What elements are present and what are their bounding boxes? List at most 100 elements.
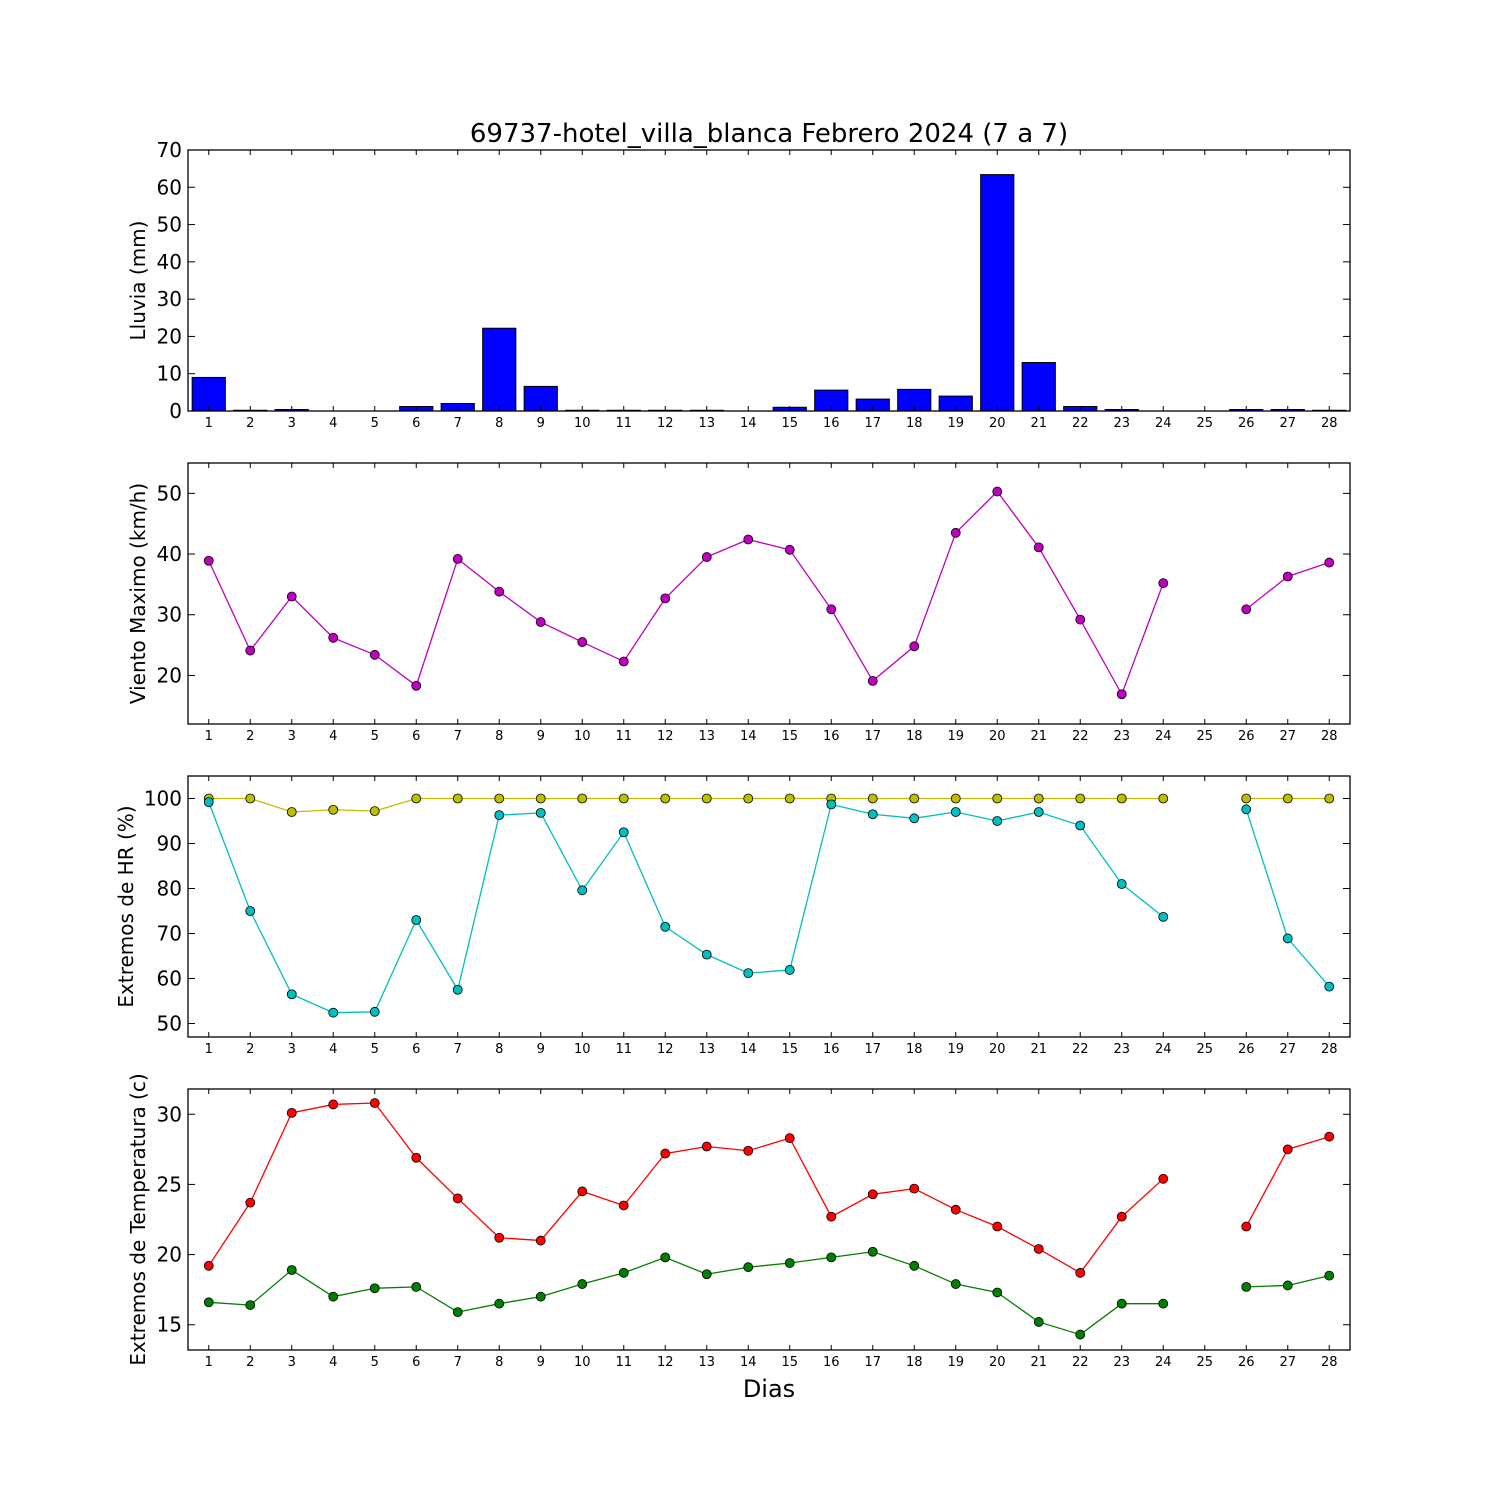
point-s1-day-20 — [992, 1221, 1003, 1232]
point-s1-day-6 — [411, 793, 422, 804]
xtick-label: 16 — [823, 1042, 840, 1057]
point-s1-day-2 — [245, 1197, 256, 1208]
y-axis-label: Lluvia (mm) — [126, 221, 150, 341]
point-s2-day-24 — [1158, 1298, 1169, 1309]
point-s1-day-8 — [494, 586, 505, 597]
ytick-label: 0 — [169, 399, 182, 423]
xtick-label: 5 — [371, 1042, 379, 1057]
point-s1-day-3 — [286, 807, 297, 817]
xtick-label: 12 — [657, 1355, 674, 1370]
point-s1-day-21 — [1033, 1244, 1044, 1254]
point-s2-day-12 — [660, 1252, 671, 1263]
xtick-label: 27 — [1279, 1042, 1296, 1057]
xtick-label: 19 — [947, 1355, 964, 1370]
point-s1-day-9 — [535, 1235, 546, 1246]
xtick-label: 19 — [947, 416, 964, 431]
point-s1-day-12 — [660, 1148, 671, 1159]
point-s2-day-28 — [1324, 1270, 1335, 1281]
point-s1-day-21 — [1033, 542, 1044, 553]
ytick-label: 50 — [157, 1012, 182, 1036]
ytick-label: 30 — [157, 1102, 182, 1126]
point-s1-day-18 — [909, 641, 920, 652]
xtick-label: 14 — [740, 1355, 757, 1370]
point-s2-day-10 — [577, 885, 588, 896]
ytick-label: 80 — [157, 877, 182, 901]
point-s2-day-28 — [1324, 981, 1335, 992]
figure-title: 69737-hotel_villa_blanca Febrero 2024 (7… — [470, 119, 1068, 149]
xtick-label: 12 — [657, 416, 674, 431]
xtick-label: 11 — [615, 1042, 632, 1057]
point-s2-day-10 — [577, 1279, 588, 1289]
point-s2-day-5 — [369, 1006, 380, 1017]
xtick-label: 20 — [989, 1355, 1006, 1370]
point-s2-day-2 — [245, 906, 256, 916]
xtick-label: 24 — [1155, 729, 1172, 744]
point-s1-day-5 — [369, 649, 380, 660]
point-s2-day-9 — [535, 808, 546, 818]
ytick-label: 10 — [157, 362, 182, 386]
y-axis-label: Extremos de Temperatura (c) — [126, 1073, 150, 1365]
ytick-label: 50 — [157, 213, 182, 237]
point-s2-day-26 — [1241, 804, 1252, 815]
point-s1-day-9 — [535, 793, 546, 804]
point-s1-day-24 — [1158, 1173, 1169, 1184]
point-s2-day-17 — [867, 809, 878, 820]
point-s1-day-5 — [369, 1098, 380, 1108]
xtick-label: 21 — [1030, 416, 1047, 431]
point-s2-day-7 — [452, 984, 463, 995]
y-axis-label: Extremos de HR (%) — [114, 805, 138, 1007]
point-s1-day-13 — [701, 793, 712, 804]
point-s1-day-20 — [992, 486, 1003, 497]
point-s2-day-16 — [826, 1252, 837, 1263]
xtick-label: 16 — [823, 416, 840, 431]
xtick-label: 2 — [246, 1042, 254, 1057]
point-s2-day-4 — [328, 1007, 339, 1018]
ytick-label: 100 — [144, 787, 182, 811]
xtick-label: 23 — [1113, 1042, 1130, 1057]
xtick-label: 28 — [1321, 729, 1338, 744]
xtick-label: 5 — [371, 1355, 379, 1370]
point-s2-day-12 — [660, 921, 671, 932]
point-s2-day-22 — [1075, 820, 1086, 831]
point-s2-day-20 — [992, 816, 1003, 826]
point-s2-day-8 — [494, 810, 505, 821]
series-line-2 — [1245, 809, 1330, 988]
xtick-label: 4 — [329, 416, 337, 431]
xtick-label: 8 — [495, 1355, 503, 1370]
point-s1-day-10 — [577, 793, 588, 804]
xtick-label: 17 — [864, 1042, 881, 1057]
xtick-label: 7 — [454, 1355, 462, 1370]
point-s1-day-16 — [826, 1211, 837, 1222]
xtick-label: 1 — [205, 729, 213, 744]
point-s2-day-19 — [950, 807, 961, 817]
ytick-label: 50 — [157, 481, 182, 505]
point-s2-day-7 — [452, 1307, 463, 1318]
point-s2-day-3 — [286, 989, 297, 1000]
point-s1-day-5 — [369, 806, 380, 816]
point-s1-day-1 — [203, 1260, 214, 1271]
point-s1-day-14 — [743, 793, 754, 804]
point-s2-day-21 — [1033, 807, 1044, 817]
point-s2-day-5 — [369, 1283, 380, 1294]
ytick-label: 40 — [157, 542, 182, 566]
point-s1-day-16 — [826, 604, 837, 615]
point-s1-day-12 — [660, 793, 671, 804]
point-s2-day-13 — [701, 1269, 712, 1280]
series-line-1 — [208, 797, 1164, 813]
xtick-label: 14 — [740, 729, 757, 744]
point-s1-day-26 — [1241, 793, 1252, 804]
ytick-label: 20 — [157, 1243, 182, 1267]
xtick-label: 13 — [698, 416, 715, 431]
point-s1-day-19 — [950, 527, 961, 538]
xtick-label: 16 — [823, 1355, 840, 1370]
point-s2-day-2 — [245, 1300, 256, 1310]
point-s2-day-27 — [1282, 1280, 1293, 1291]
ytick-label: 30 — [157, 603, 182, 627]
point-s1-day-6 — [411, 680, 422, 691]
xtick-label: 11 — [615, 1355, 632, 1370]
ytick-label: 20 — [157, 324, 182, 348]
xtick-label: 14 — [740, 1042, 757, 1057]
